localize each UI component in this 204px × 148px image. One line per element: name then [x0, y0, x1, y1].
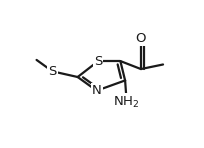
- Text: O: O: [136, 32, 146, 45]
- Text: NH$_2$: NH$_2$: [113, 95, 140, 110]
- Text: S: S: [48, 65, 57, 78]
- Text: N: N: [92, 84, 102, 97]
- Text: S: S: [94, 55, 102, 68]
